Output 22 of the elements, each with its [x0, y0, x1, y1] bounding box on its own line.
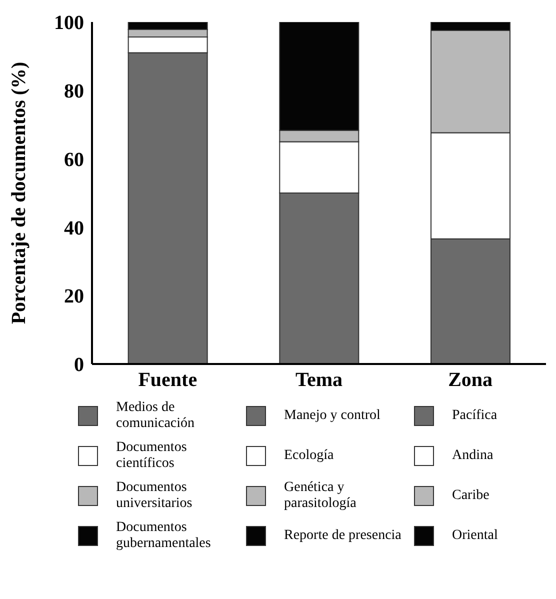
legend-label: Manejo y control	[284, 408, 382, 424]
y-tick-label: 20	[64, 286, 84, 308]
legend-label: Medios de comunicación	[116, 400, 196, 432]
legend-label: Ecología	[284, 448, 335, 464]
y-tick-label: 60	[64, 148, 84, 171]
legend-label: Documentos científicos	[116, 440, 188, 472]
legend-label: Documentos gubernamentales	[116, 520, 212, 552]
legend-label: Documentos universitarios	[116, 480, 194, 512]
y-tick-label: 80	[64, 80, 84, 102]
y-tick-label: 0	[74, 354, 84, 376]
y-tick-label: 100	[54, 12, 84, 34]
x-tick-label: Zona	[448, 369, 493, 392]
legend-label: Oriental	[452, 528, 499, 544]
legend-label: Genética y parasitología	[284, 480, 358, 512]
y-tick-label: 40	[64, 217, 84, 240]
legend-label: Caribe	[452, 488, 490, 504]
y-axis-title: Porcentaje de documentos (%)	[8, 62, 30, 324]
legend-label: Andina	[452, 448, 494, 464]
legend-label: Pacífica	[452, 408, 498, 424]
legend-label: Reporte de presencia	[284, 528, 402, 544]
x-tick-label: Fuente	[138, 369, 198, 392]
x-tick-label: Tema	[295, 369, 343, 392]
